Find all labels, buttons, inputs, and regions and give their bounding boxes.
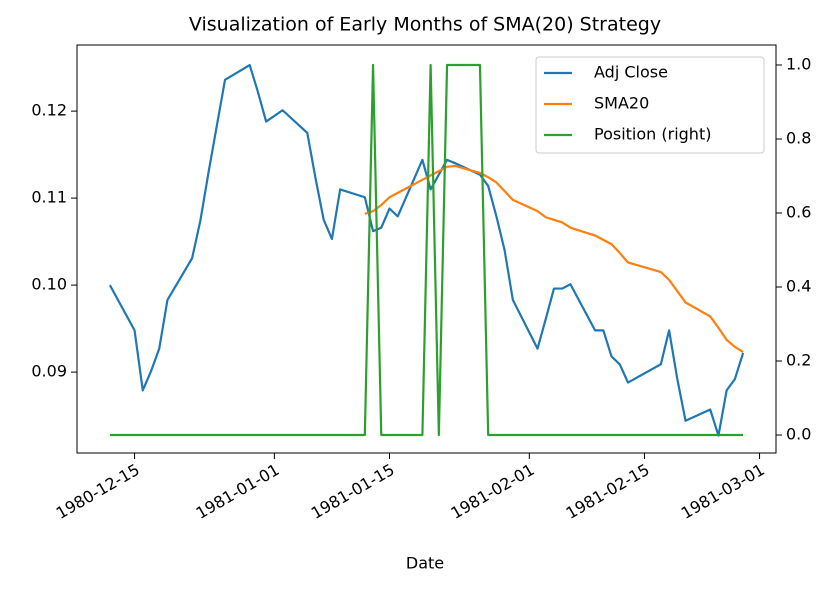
line-series	[109, 63, 744, 437]
x-tick-label: 1981-03-01	[678, 460, 768, 523]
y-tick-label: 0.10	[31, 275, 67, 294]
line-series	[364, 164, 744, 354]
chart-title: Visualization of Early Months of SMA(20)…	[189, 14, 661, 36]
legend-label: Adj Close	[594, 63, 668, 82]
line-series	[108, 63, 745, 437]
x-tick-label: 1981-01-01	[193, 460, 283, 523]
y-tick-label: 0.12	[31, 101, 67, 120]
legend-box	[535, 56, 765, 154]
y2-tick-label: 0.8	[786, 128, 811, 147]
legend-label: SMA20	[594, 94, 649, 113]
y2-tick-label: 0.2	[786, 351, 811, 370]
y-tick-label: 0.09	[31, 362, 67, 381]
plot-frame	[76, 44, 777, 454]
legend-label: Position (right)	[594, 125, 711, 144]
y2-tick-label: 0.4	[786, 277, 811, 296]
x-tick-label: 1980-12-15	[53, 460, 143, 523]
x-tick-label: 1981-02-01	[448, 460, 538, 523]
legend: Adj Close SMA20 Position (right)	[535, 56, 765, 154]
y2-tick-label: 0.6	[786, 202, 811, 221]
x-tick-label: 1981-02-15	[563, 460, 653, 523]
y2-tick-label: 1.0	[786, 54, 811, 73]
y-tick-label: 0.11	[31, 188, 67, 207]
x-axis-label: Date	[406, 554, 444, 573]
y2-tick-label: 0.0	[786, 425, 811, 444]
x-tick-label: 1981-01-15	[308, 460, 398, 523]
